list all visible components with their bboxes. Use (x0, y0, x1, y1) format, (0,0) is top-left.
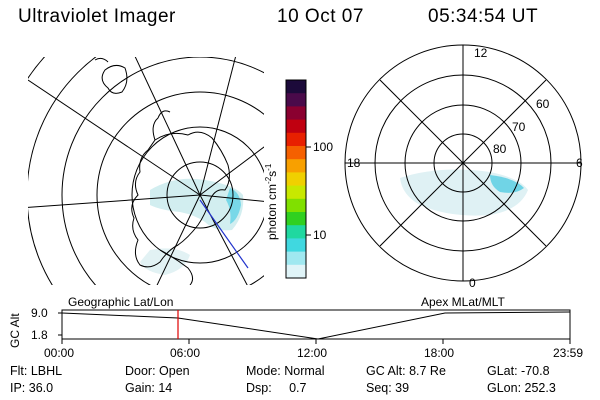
colorbar-segment (286, 225, 306, 239)
date-label: 10 Oct 07 (277, 6, 364, 27)
timeline-xtick: 00:00 (44, 346, 75, 360)
time-label: 05:34:54 UT (428, 6, 539, 27)
colorbar-segment (286, 132, 306, 147)
mlt-label-12: 12 (474, 46, 488, 60)
gc-alt-info: GC Alt: 8.7 Re (366, 364, 446, 378)
geographic-map (28, 57, 264, 285)
timeline-xtick: 18:00 (424, 346, 455, 360)
colorbar-segment (286, 93, 306, 107)
colorbar-segment (286, 185, 306, 200)
mlt-label-6: 6 (576, 156, 583, 170)
colorbar-tick-100: 100 (313, 140, 334, 154)
colorbar-segment (286, 264, 306, 279)
colorbar-segment (286, 146, 306, 160)
filter-info: Flt: LBHL (10, 364, 63, 378)
colorbar-segment (286, 212, 306, 226)
lat-label-60: 60 (536, 97, 550, 111)
lat-label-80: 80 (493, 142, 507, 156)
instrument-title: Ultraviolet Imager (18, 6, 176, 27)
mode-info: Mode: Normal (246, 364, 325, 378)
apex-label: Apex MLat/MLT (421, 295, 505, 309)
colorbar (285, 79, 311, 279)
colorbar-segment (286, 198, 306, 213)
gain-info: Gain: 14 (125, 381, 173, 395)
colorbar-segment (286, 119, 306, 134)
mlt-label-18: 18 (347, 156, 361, 170)
polar-plot (344, 44, 582, 282)
colorbar-segment (286, 238, 306, 253)
seq-info: Seq: 39 (366, 381, 410, 395)
timeline-ylabel: GC Alt (8, 313, 22, 348)
dsp-info: Dsp: 0.7 (246, 381, 307, 395)
geographic-label: Geographic Lat/Lon (68, 295, 174, 309)
glat-info: GLat: -70.8 (487, 364, 550, 378)
colorbar-segment (286, 159, 306, 173)
colorbar-segment (286, 251, 306, 266)
glon-info: GLon: 252.3 (487, 381, 556, 395)
altitude-timeline (58, 309, 571, 344)
colorbar-segment (286, 80, 306, 94)
colorbar-units: photon cm-2s-1 (264, 163, 279, 240)
colorbar-segment (286, 172, 306, 187)
timeline-xtick: 06:00 (170, 346, 201, 360)
colorbar-segment (286, 106, 306, 121)
door-info: Door: Open (125, 364, 190, 378)
colorbar-tick-10: 10 (313, 228, 327, 242)
ground-track (199, 199, 249, 269)
timeline-xtick: 12:00 (297, 346, 328, 360)
timeline-ytick-top: 9.0 (31, 306, 48, 320)
timeline-ytick-bottom: 1.8 (31, 328, 48, 342)
lat-label-70: 70 (512, 120, 526, 134)
mlt-label-0: 0 (469, 276, 476, 290)
ip-info: IP: 36.0 (10, 381, 54, 395)
timeline-xtick: 23:59 (553, 346, 584, 360)
